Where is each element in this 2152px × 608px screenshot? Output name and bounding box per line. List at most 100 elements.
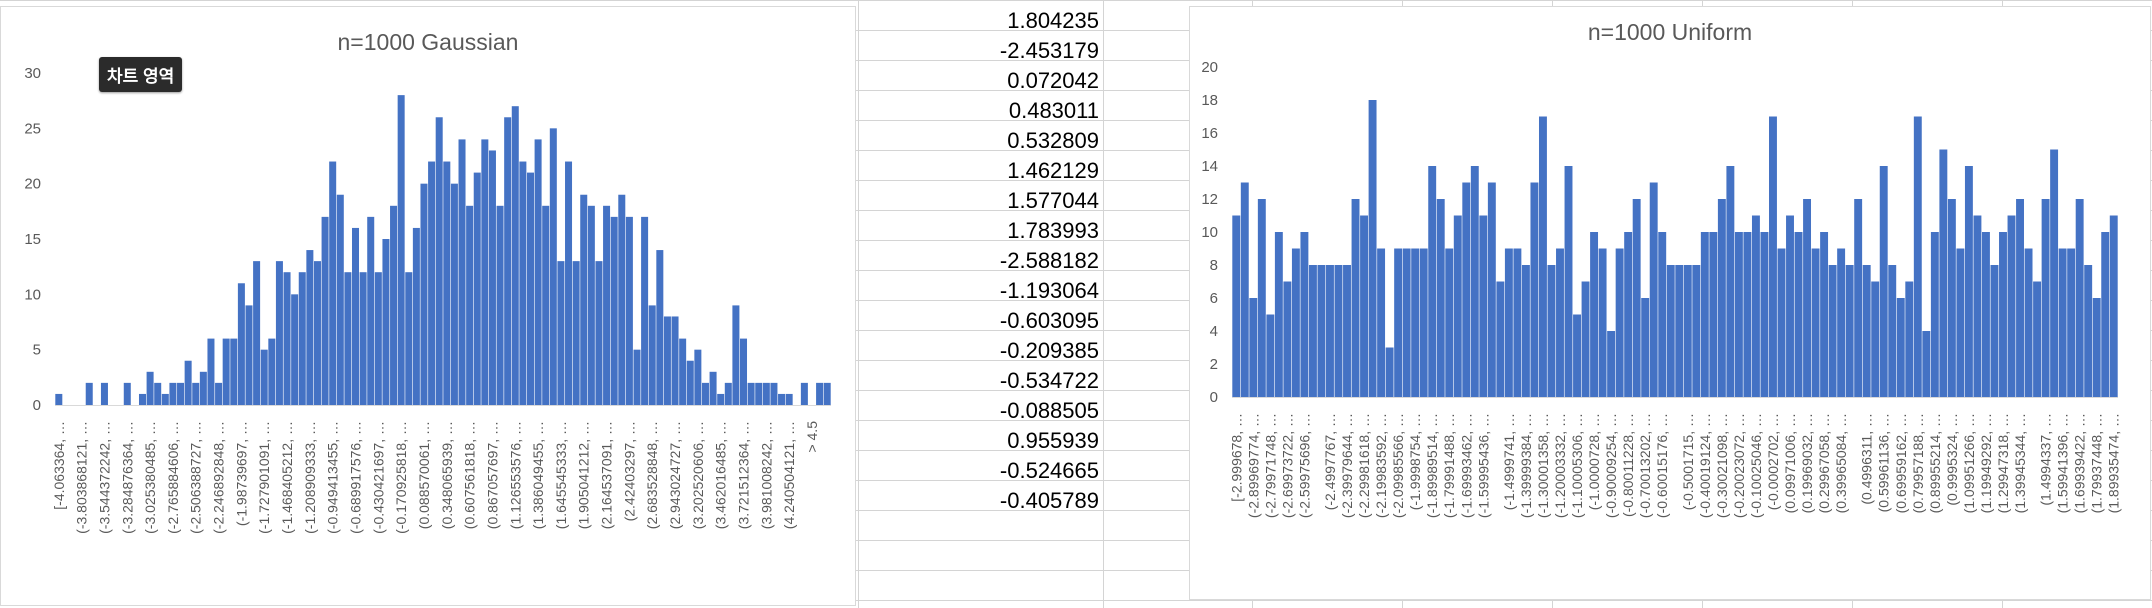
x-tick-label: (0.348065939, … [439, 421, 455, 529]
x-tick-label: (-0.430421697, … [370, 421, 386, 534]
value-cell[interactable]: -2.588182 [999, 248, 1099, 273]
x-tick-label: (1.19949292, … [1978, 413, 1994, 513]
histogram-bar [823, 382, 831, 405]
histogram-bar [2016, 199, 2024, 397]
histogram-bar [542, 205, 550, 405]
x-tick-label: (-1.89989514, … [1424, 413, 1440, 518]
histogram-bar [1803, 199, 1812, 397]
value-cell[interactable]: -0.524665 [999, 458, 1099, 483]
value-cell[interactable]: 0.955939 [1007, 428, 1099, 453]
histogram-bar [2092, 298, 2101, 397]
x-tick-label: (-0.60015176, … [1654, 413, 1670, 518]
histogram-bar [1394, 248, 1403, 397]
histogram-bar [1334, 265, 1343, 397]
value-cell[interactable]: 1.462129 [1007, 158, 1099, 183]
value-cell[interactable]: 0.483011 [1008, 98, 1099, 123]
x-tick-label: (0.19969032, … [1799, 413, 1815, 513]
value-cell[interactable]: -0.405789 [999, 488, 1099, 513]
x-tick-label: (-2.39979644, … [1339, 413, 1355, 518]
x-tick-label: (-2.765884606, … [165, 421, 181, 534]
x-tick-label: (-1.79991488, … [1441, 413, 1457, 518]
histogram-bar [306, 250, 314, 405]
histogram-bar [1496, 281, 1505, 397]
histogram-bar [192, 382, 200, 405]
histogram-bar [1751, 215, 1760, 397]
histogram-bar [359, 272, 367, 405]
histogram-bar [1905, 281, 1914, 397]
value-cell[interactable]: -2.453179 [999, 38, 1099, 63]
x-tick-label: (-3.803868121, … [74, 421, 90, 534]
x-tick-label: (0.09971006, … [1782, 413, 1798, 513]
histogram-bar [85, 382, 93, 405]
histogram-bar [1871, 281, 1880, 397]
value-cell[interactable]: 1.577044 [1007, 188, 1099, 213]
x-tick-label: (1.39945344, … [2012, 413, 2028, 513]
histogram-bar [625, 216, 633, 405]
histogram-bar [1777, 248, 1786, 397]
data-column: 1.804235 -2.453179 0.072042 0.483011 0.53280… [858, 0, 1103, 608]
histogram-bar [1556, 248, 1564, 397]
x-tick-label: (-2.89969774, … [1245, 413, 1261, 518]
y-tick-label: 10 [1201, 224, 1218, 241]
histogram-bar [2058, 248, 2067, 397]
histogram-bar [511, 106, 519, 405]
value-cell[interactable]: -0.534722 [999, 368, 1099, 393]
histogram-bar [2041, 199, 2050, 397]
histogram-bar [2084, 265, 2093, 397]
value-cell[interactable]: 0.072042 [1007, 68, 1099, 93]
histogram-bar [138, 393, 146, 405]
histogram-bar [1632, 199, 1641, 397]
histogram-bar [2101, 232, 2110, 397]
value-cell[interactable]: 1.783993 [1007, 218, 1099, 243]
value-cell[interactable]: -1.193064 [999, 278, 1099, 303]
x-tick-label: [-2.999678, … [1228, 413, 1244, 502]
histogram-bar [177, 382, 185, 405]
histogram-bar [207, 338, 215, 405]
x-tick-label: (0.4996311, … [1859, 413, 1875, 505]
x-tick-label: (-0.40019124, … [1697, 413, 1713, 518]
histogram-bar [1240, 182, 1249, 397]
gaussian-chart-area[interactable]: n=1000 Gaussian 0 5 10 15 20 25 30 [-4.063364, … [0, 6, 856, 606]
histogram-bar [1607, 331, 1616, 397]
histogram-bar [443, 161, 451, 405]
x-tick-label: (0.867057697, … [484, 421, 500, 529]
histogram-bar [481, 139, 489, 405]
histogram-bar [1360, 215, 1369, 397]
histogram-bar [1402, 248, 1411, 397]
histogram-bar [397, 95, 405, 405]
histogram-bar [245, 305, 253, 405]
histogram-bar [648, 305, 656, 405]
histogram-bar [215, 382, 223, 405]
histogram-bar [1692, 265, 1701, 397]
x-tick-label: (-0.70013202, … [1637, 413, 1653, 518]
histogram-bar [1726, 166, 1735, 397]
histogram-bar [1436, 199, 1445, 397]
x-tick-label: (-3.025380485, … [142, 421, 158, 534]
histogram-bar [785, 393, 793, 405]
histogram-bar [618, 194, 626, 405]
x-tick-label: (4.240504121, … [781, 421, 797, 529]
histogram-bar [352, 227, 360, 405]
y-tick-label: 18 [1201, 92, 1218, 109]
x-tick-label: (-2.506388727, … [188, 421, 204, 534]
value-cell[interactable]: 1.804235 [1007, 8, 1099, 33]
x-tick-label: (-0.170925818, … [393, 421, 409, 534]
histogram-bar [1888, 265, 1897, 397]
histogram-bar [1683, 265, 1692, 397]
uniform-chart-area[interactable]: n=1000 Uniform 0 2 4 6 8 10 12 14 16 18 20 [-2.9996… [1189, 6, 2151, 600]
histogram-bar [679, 338, 687, 405]
histogram-bar [1530, 182, 1539, 397]
y-tick-label: 16 [1201, 125, 1218, 142]
histogram-bar [1411, 248, 1420, 397]
value-cell[interactable]: -0.603095 [999, 308, 1099, 333]
histogram-bar [405, 272, 413, 405]
x-tick-label: (0.39965084, … [1833, 413, 1849, 513]
x-tick-label: (1.905041212, … [576, 421, 592, 529]
value-cell[interactable]: -0.088505 [999, 398, 1099, 423]
value-cell[interactable]: 0.532809 [1007, 128, 1099, 153]
x-tick-label: (-2.19983592, … [1373, 413, 1389, 518]
histogram-bar [572, 261, 580, 405]
value-cell[interactable]: -0.209385 [999, 338, 1099, 363]
y-tick-label: 12 [1201, 191, 1218, 208]
histogram-bar [1854, 199, 1863, 397]
